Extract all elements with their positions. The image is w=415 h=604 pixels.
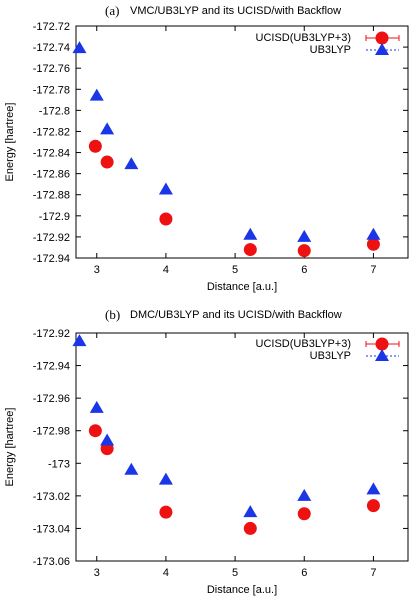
ub3lyp-data-point [124, 462, 139, 475]
y-tick-label: -173.02 [33, 491, 70, 503]
ub3lyp-data-point [297, 229, 312, 242]
ucisd-data-point [159, 212, 173, 226]
x-tick-label: 5 [232, 567, 238, 579]
y-tick-label: -172.9 [39, 211, 70, 223]
panel-a-y-axis-label: Energy [hartree] [4, 103, 16, 182]
panel-b-legend-label-ub3lyp: UB3LYP [310, 350, 351, 362]
panel-b-legend-marker-ucisd [375, 337, 389, 351]
ub3lyp-data-point [72, 41, 87, 54]
panel-b: (b) DMC/UB3LYP and its UCISD/with Backfl… [4, 307, 409, 596]
panel-b-y-axis-label: Energy [hartree] [4, 408, 16, 487]
panel-b-title: DMC/UB3LYP and its UCISD/with Backflow [130, 309, 342, 321]
ucisd-data-point [366, 237, 380, 251]
ub3lyp-data-point [89, 400, 104, 413]
y-tick-label: -172.84 [33, 148, 70, 160]
ucisd-data-point [243, 521, 257, 535]
ub3lyp-data-point [243, 227, 258, 240]
ucisd-data-point [88, 424, 102, 438]
y-tick-label: -172.76 [33, 63, 70, 75]
y-tick-label: -172.92 [33, 232, 70, 244]
ucisd-data-point [366, 499, 380, 513]
ucisd-data-point [243, 243, 257, 257]
ub3lyp-data-point [366, 227, 381, 240]
ub3lyp-data-point [158, 472, 173, 485]
ucisd-data-point [297, 507, 311, 521]
panel-a-legend-marker-ub3lyp [375, 43, 389, 55]
panel-b-plot-frame [75, 332, 409, 562]
x-tick-label: 7 [370, 567, 376, 579]
ub3lyp-data-point [366, 482, 381, 495]
y-tick-label: -172.86 [33, 169, 70, 181]
x-tick-label: 6 [301, 567, 307, 579]
y-tick-label: -172.8 [39, 105, 70, 117]
y-tick-label: -172.82 [33, 126, 70, 138]
ub3lyp-data-point [100, 433, 115, 446]
y-tick-label: -172.92 [33, 328, 70, 340]
ub3lyp-data-point [158, 182, 173, 195]
y-tick-label: -173.04 [33, 523, 70, 535]
panel-b-x-ticks: 3 4 5 6 7 [94, 333, 376, 579]
panel-b-legend: UCISD(UB3LYP+3) UB3LYP [256, 337, 400, 362]
y-tick-label: -172.72 [33, 21, 70, 33]
y-tick-label: -172.78 [33, 84, 70, 96]
y-tick-label: -172.98 [33, 426, 70, 438]
panel-a-legend-label-ucisd: UCISD(UB3LYP+3) [256, 32, 351, 44]
y-tick-label: -173.06 [33, 556, 70, 568]
panel-a: (a) VMC/UB3LYP and its UCISD/with Backfl… [4, 3, 409, 293]
panel-a-legend-label-ub3lyp: UB3LYP [310, 44, 351, 56]
x-tick-label: 7 [370, 264, 376, 276]
panel-a-y-ticks: -172.72 -172.74 -172.76 -172.78 -172.8 -172.8… [33, 21, 408, 265]
ucisd-data-point [88, 139, 102, 153]
panel-b-legend-label-ucisd: UCISD(UB3LYP+3) [256, 338, 351, 350]
y-tick-label: -172.94 [33, 253, 70, 265]
x-tick-label: 3 [94, 264, 100, 276]
ucisd-data-point [100, 155, 114, 169]
panel-b-points [72, 334, 381, 535]
x-tick-label: 4 [163, 567, 169, 579]
panel-a-title: VMC/UB3LYP and its UCISD/with Backflow [130, 5, 341, 17]
y-tick-label: -172.88 [33, 190, 70, 202]
panel-a-legend: UCISD(UB3LYP+3) UB3LYP [256, 31, 400, 56]
ub3lyp-data-point [243, 505, 258, 518]
panel-a-x-ticks: 3 4 5 6 7 [94, 26, 376, 276]
panel-b-y-ticks: -172.92 -172.94 -172.96 -172.98 -173 -173.02 -… [33, 328, 408, 568]
ub3lyp-data-point [72, 334, 87, 347]
panel-a-points [72, 41, 381, 258]
panel-a-label: (a) [105, 3, 119, 18]
x-tick-label: 3 [94, 567, 100, 579]
x-tick-label: 4 [163, 264, 169, 276]
y-tick-label: -172.94 [33, 361, 70, 373]
ucisd-data-point [159, 505, 173, 519]
ub3lyp-data-point [89, 88, 104, 101]
panel-b-label: (b) [105, 307, 120, 322]
ub3lyp-data-point [297, 488, 312, 501]
panel-a-plot-frame [75, 25, 409, 259]
panel-a-legend-marker-ucisd [375, 31, 389, 45]
panel-b-x-axis-label: Distance [a.u.] [207, 584, 277, 596]
panel-b-legend-marker-ub3lyp [375, 349, 389, 361]
y-tick-label: -172.74 [33, 42, 70, 54]
ucisd-data-point [297, 244, 311, 258]
x-tick-label: 5 [232, 264, 238, 276]
y-tick-label: -173 [48, 458, 70, 470]
ub3lyp-data-point [100, 122, 115, 135]
y-tick-label: -172.96 [33, 393, 70, 405]
x-tick-label: 6 [301, 264, 307, 276]
panel-a-x-axis-label: Distance [a.u.] [207, 281, 277, 293]
ub3lyp-data-point [124, 157, 139, 170]
